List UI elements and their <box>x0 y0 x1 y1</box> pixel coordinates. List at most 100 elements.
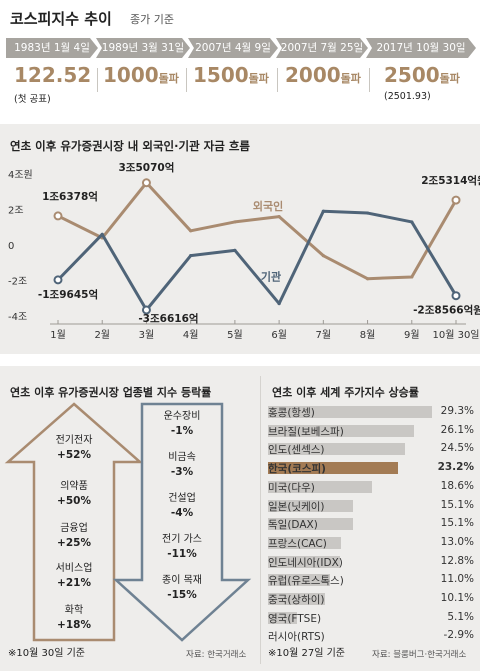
y-tick-label: -4조 <box>8 312 27 323</box>
section-divider <box>260 376 261 664</box>
series-point <box>365 211 370 215</box>
world-index-row: 미국(다우) 18.6% <box>268 479 478 495</box>
timeline-value: 122.52 <box>14 63 92 87</box>
sector-up: 금융업 +25% <box>57 523 91 549</box>
x-tick-label: 2월 <box>94 329 110 341</box>
world-index-name: 인도네시아(IDX) <box>268 556 343 569</box>
x-tick-label: 3월 <box>139 329 155 341</box>
timeline-date: 1983년 1월 4일 <box>6 38 98 58</box>
series-point <box>321 254 325 258</box>
sector-up: 서비스업 +21% <box>55 563 93 589</box>
world-index-value: 10.1% <box>440 592 474 604</box>
world-index-row: 러시아(RTS) -2.9% <box>268 628 478 644</box>
world-index-row: 홍콩(항셍) 29.3% <box>268 404 478 420</box>
data-point-marker <box>141 305 151 315</box>
world-index-row: 일본(닛케이) 15.1% <box>268 498 478 514</box>
flow-line-chart: 4조원 2조 0 -2조 -4조 1월 2월 3월 4월 5월 6월 7월 8월 9월 10월 30일 외국인… <box>8 162 480 341</box>
sector-down: 건설업 -4% <box>168 493 196 519</box>
series-point <box>410 220 414 224</box>
world-index-name: 인도(센섹스) <box>268 444 325 457</box>
series-point <box>100 232 104 236</box>
timeline-date: 2007년 4월 9일 <box>188 38 278 58</box>
world-index-bar <box>268 611 297 624</box>
data-label: -3조6616억 <box>138 313 198 325</box>
timeline-date: 1989년 3월 31일 <box>96 38 190 58</box>
series-label: 기관 <box>261 269 281 283</box>
world-index-name: 러시아(RTS) <box>268 631 325 644</box>
series-label: 외국인 <box>253 199 283 213</box>
world-index-bar <box>268 406 433 418</box>
y-tick-label: 2조 <box>8 206 24 217</box>
timeline-note: (2501.93) <box>384 91 431 102</box>
x-tick-label: 1월 <box>50 329 66 341</box>
world-index-name: 한국(코스피) <box>268 463 326 476</box>
x-tick-label: 5월 <box>227 329 243 341</box>
y-tick-label: -2조 <box>8 277 27 288</box>
world-index-note: ※10월 27일 기준 <box>268 648 345 659</box>
series-point <box>189 229 193 233</box>
x-tick-label: 9월 <box>404 329 420 341</box>
series-point <box>189 254 193 258</box>
series-point <box>321 209 325 213</box>
world-index-value: 5.1% <box>447 610 474 623</box>
timeline-value: 2500돌파 <box>384 63 460 87</box>
x-tick-label: 7월 <box>316 329 332 341</box>
sector-note: ※10월 30일 기준 <box>8 648 85 659</box>
world-index-value: 13.0% <box>440 535 474 548</box>
page-subtitle: 종가 기준 <box>130 13 174 26</box>
world-index-row: 독일(DAX) 15.1% <box>268 516 478 532</box>
world-index-name: 일본(닛케이) <box>268 500 325 513</box>
world-index-value: 26.1% <box>440 423 474 436</box>
sector-source: 자료: 한국거래소 <box>186 650 247 660</box>
flow-chart-section <box>0 124 480 354</box>
data-point-marker <box>141 178 151 188</box>
data-label: -1조9645억 <box>38 289 98 301</box>
world-index-name: 홍콩(항셍) <box>268 407 315 419</box>
world-index-value: 29.3% <box>440 405 474 417</box>
world-index-bar <box>268 555 340 568</box>
world-index-name: 중국(상하이) <box>268 594 325 606</box>
world-index-value: 15.1% <box>440 498 474 511</box>
y-tick-label: 4조원 <box>8 169 33 181</box>
page-title: 코스피지수 추이 <box>10 10 112 28</box>
data-point-marker <box>53 275 63 285</box>
world-index-source: 자료: 블룸버그·한국거래소 <box>372 650 467 660</box>
series-point <box>277 301 281 306</box>
x-tick-label: 10월 30일 <box>432 329 479 341</box>
world-index-row: 인도네시아(IDX) 12.8% <box>268 554 478 570</box>
series-line-foreign <box>57 181 458 281</box>
flow-chart-title: 연초 이후 유가증권시장 내 외국인·기관 자금 흐름 <box>10 139 250 153</box>
world-index-bar <box>268 424 415 437</box>
timeline-divider <box>186 68 187 92</box>
sector-title: 연초 이후 유가증권시장 업종별 지수 등락률 <box>10 386 212 399</box>
world-index-bar <box>268 499 353 512</box>
world-index-row: 프랑스(CAC) 13.0% <box>268 535 478 551</box>
world-index-value: 11.0% <box>440 573 474 586</box>
world-index-value: 15.1% <box>440 517 474 530</box>
x-tick-label: 8월 <box>360 329 376 341</box>
world-index-bar <box>268 518 353 531</box>
sector-down: 전기 가스 -11% <box>162 534 202 560</box>
world-index-row: 영국(FTSE) 5.1% <box>268 610 478 626</box>
data-label: -2조8566억원 <box>413 304 480 317</box>
world-index-name: 영국(FTSE) <box>268 612 322 625</box>
world-index-name: 미국(다우) <box>268 481 315 494</box>
world-index-name: 브라질(보베스파) <box>268 425 344 438</box>
world-index-row: 한국(코스피) 23.2% <box>268 460 478 476</box>
data-label: 3조5070억 <box>119 162 175 174</box>
world-index-bar <box>268 536 341 549</box>
x-tick-label: 6월 <box>271 329 287 341</box>
sector-up: 화학 +18% <box>57 605 91 631</box>
timeline-note: (첫 공표) <box>14 94 51 105</box>
world-index-name: 유럽(유로스톡스) <box>268 575 344 588</box>
world-index-bar <box>268 593 325 605</box>
world-index-bar <box>268 480 373 493</box>
down-arrow <box>112 402 252 642</box>
series-point <box>365 277 370 281</box>
timeline-date: 2017년 10월 30일 <box>366 38 476 58</box>
sector-up: 전기전자 +52% <box>55 435 93 461</box>
world-index-bar <box>268 574 330 587</box>
world-index-bar <box>268 443 406 456</box>
sector-up: 의약품 +50% <box>57 481 91 507</box>
series-point <box>233 220 237 224</box>
